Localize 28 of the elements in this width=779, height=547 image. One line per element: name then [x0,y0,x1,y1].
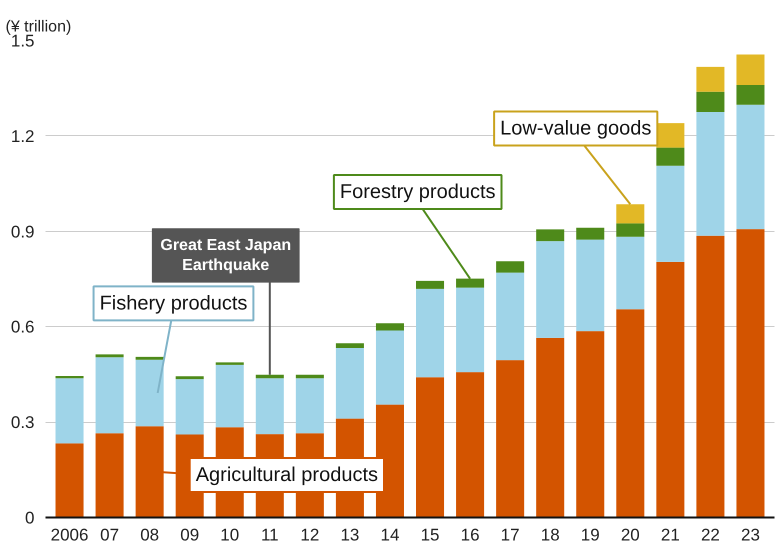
x-tick-label: 10 [220,526,240,544]
series-label: Agricultural products [196,464,378,486]
x-tick-label: 07 [100,526,120,544]
text: Fishery products [100,292,248,314]
x-tick-label: 15 [420,526,440,544]
text: Forestry products [340,181,496,204]
x-tick-label: 21 [660,526,680,544]
y-tick-label: 0.9 [10,222,35,242]
annotation: Great East Japan Earthquake [160,236,292,274]
y-tick-label: 1.2 [10,126,35,146]
x-tick-label: 19 [580,526,600,544]
x-tick-label: 17 [500,526,520,544]
x-tick-label: 2006 [50,526,88,544]
y-tick-label: 0.3 [10,413,35,432]
y-tick-label: 0.6 [10,318,35,337]
x-tick-label: 09 [180,526,200,544]
x-tick-label: 18 [540,526,560,544]
x-tick-label: 08 [140,526,160,544]
x-tick-label: 20 [620,526,640,544]
x-tick-label: 23 [741,526,760,544]
y-tick-label: 0 [25,508,35,528]
x-tick-label: 11 [260,526,279,544]
x-tick-label: 14 [380,526,400,544]
x-tick-label: 13 [340,526,360,544]
x-tick-label: 12 [300,526,320,544]
x-tick-label: 16 [460,526,480,544]
x-tick-label: 22 [700,526,720,544]
series-label: Low-value goods [500,117,652,140]
